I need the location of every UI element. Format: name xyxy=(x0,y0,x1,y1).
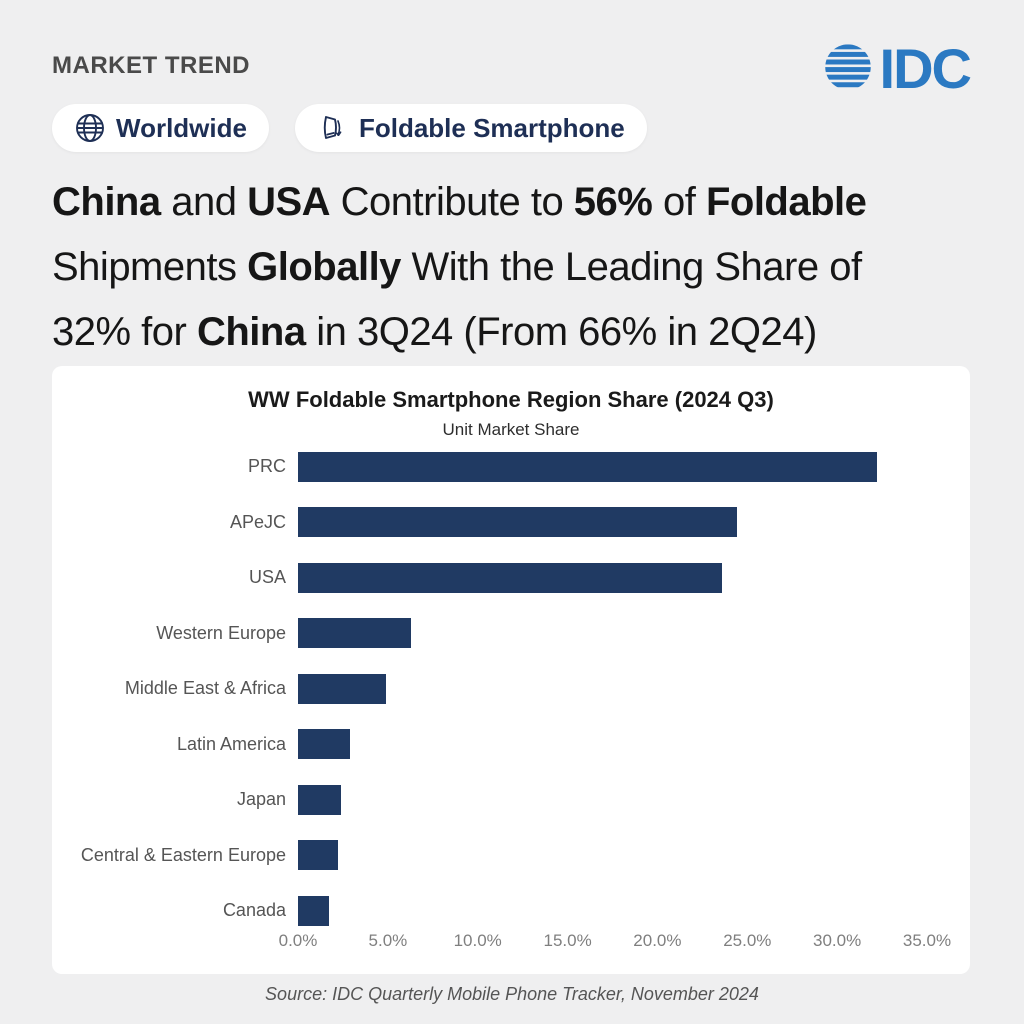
x-tick-label: 30.0% xyxy=(812,931,862,950)
category-label: Japan xyxy=(236,789,286,810)
headline-line: Shipments Globally With the Leading Shar… xyxy=(52,245,862,289)
eyebrow-label: MARKET TREND xyxy=(52,52,250,79)
bar-row: Japan xyxy=(52,772,970,828)
bar xyxy=(298,784,342,815)
bar xyxy=(298,451,877,482)
category-label: Middle East & Africa xyxy=(124,678,286,699)
bar xyxy=(298,673,387,704)
bar-row: Latin America xyxy=(52,717,970,773)
bar-row: APeJC xyxy=(52,495,970,551)
bar xyxy=(298,729,351,760)
category-label: Canada xyxy=(222,900,286,921)
bar-track xyxy=(298,895,927,926)
x-tick-label: 5.0% xyxy=(368,931,408,950)
bar-track xyxy=(298,507,927,538)
bar-row: Western Europe xyxy=(52,606,970,662)
chart-subtitle: Unit Market Share xyxy=(442,420,580,439)
badge-worldwide: Worldwide xyxy=(52,104,269,152)
x-tick-label: 15.0% xyxy=(543,931,592,950)
category-label: Western Europe xyxy=(156,622,286,643)
category-label: Latin America xyxy=(176,733,286,754)
chart-card: WW Foldable Smartphone Region Share (202… xyxy=(52,366,970,974)
category-label: Central & Eastern Europe xyxy=(80,844,286,865)
idc-globe-icon xyxy=(822,40,874,97)
headline-line: 32% for China in 3Q24 (From 66% in 2Q24) xyxy=(52,310,817,354)
bar-row: USA xyxy=(52,550,970,606)
globe-icon xyxy=(74,112,106,144)
x-tick-label: 25.0% xyxy=(723,931,772,950)
category-label: PRC xyxy=(247,456,286,477)
bar xyxy=(298,895,329,926)
x-tick-label: 20.0% xyxy=(633,931,682,950)
headline-line: China and USA Contribute to 56% of Folda… xyxy=(52,180,867,224)
bar xyxy=(298,562,723,593)
x-axis: 0.0% 5.0% 10.0% 15.0% 20.0% 25.0% 30.0% 35.0% xyxy=(279,931,951,951)
bar xyxy=(298,507,737,538)
chart-rows: PRC APeJC USA Western Europe Middle East & A… xyxy=(52,439,970,939)
bar-track xyxy=(298,562,927,593)
badge-foldable-label: Foldable Smartphone xyxy=(358,112,625,143)
bar xyxy=(298,840,338,871)
foldable-phone-icon xyxy=(317,112,349,144)
bar xyxy=(298,618,412,649)
bar-row: Canada xyxy=(52,883,970,939)
source-note: Source: IDC Quarterly Mobile Phone Track… xyxy=(265,984,759,1004)
badge-worldwide-label: Worldwide xyxy=(116,112,247,143)
bar-track xyxy=(298,729,927,760)
bar-track xyxy=(298,840,927,871)
bar-row: Central & Eastern Europe xyxy=(52,828,970,884)
idc-logo: IDC xyxy=(822,36,972,100)
badge-foldable-smartphone: Foldable Smartphone xyxy=(294,104,647,152)
headline: China and USA Contribute to 56% of Folda… xyxy=(52,170,982,365)
bar-track xyxy=(298,451,927,482)
bar-track xyxy=(298,618,927,649)
category-label: APeJC xyxy=(229,511,286,532)
badge-row: Worldwide Foldable Smartphone xyxy=(52,104,647,152)
category-label: USA xyxy=(248,567,286,588)
chart-title: WW Foldable Smartphone Region Share (202… xyxy=(248,387,774,412)
x-tick-label: 10.0% xyxy=(453,931,502,950)
idc-logo-text: IDC xyxy=(879,36,972,100)
bar-track xyxy=(298,673,927,704)
x-tick-label: 35.0% xyxy=(902,931,952,950)
bar-row: Middle East & Africa xyxy=(52,661,970,717)
x-tick-label: 0.0% xyxy=(278,931,318,950)
bar-track xyxy=(298,784,927,815)
bar-row: PRC xyxy=(52,439,970,495)
